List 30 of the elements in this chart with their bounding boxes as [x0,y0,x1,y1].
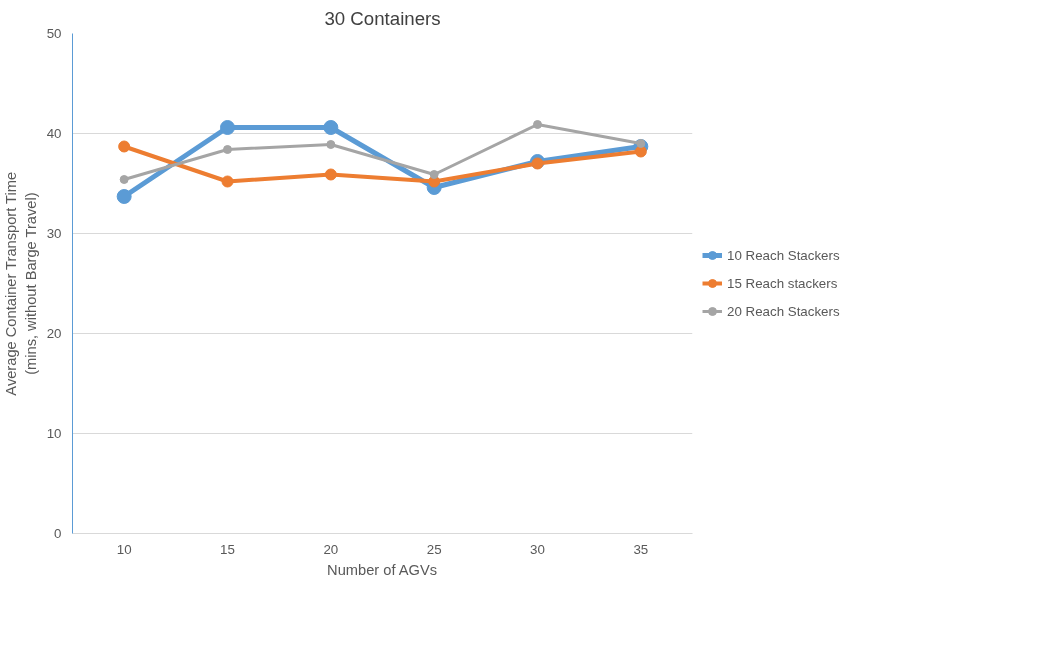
y-tick-label: 20 [46,326,62,341]
chart-title: 30 Containers [324,7,441,29]
x-tick-label: 30 [530,541,545,557]
y-tick-label: 0 [54,526,62,541]
legend-label: 20 Reach Stackers [727,303,840,319]
legend-label: 10 Reach Stackers [727,247,840,263]
point [220,120,235,135]
point [533,120,542,129]
y-tick-label: 10 [46,426,62,441]
point [119,175,129,184]
point [429,170,439,179]
point [323,120,339,135]
y-axis-title: Average Container Transport Time (mins, without Barge Travel) [3,171,39,396]
point [326,140,336,149]
x-tick-label: 15 [220,541,235,557]
legend-label: 15 Reach stackers [727,275,838,291]
point [118,140,131,153]
y-tick-label: 40 [46,126,62,141]
point [116,189,132,204]
x-tick-label: 25 [426,541,442,557]
point [634,145,647,158]
y-tick-label: 50 [46,26,62,41]
y-tick-label: 30 [46,226,62,241]
x-axis-title: Number of AGVs [327,561,438,578]
point [221,175,234,188]
x-tick-label: 10 [116,541,132,557]
point [223,145,232,154]
point [324,168,337,181]
x-tick-label: 20 [323,541,339,557]
x-tick-label: 35 [633,541,649,557]
